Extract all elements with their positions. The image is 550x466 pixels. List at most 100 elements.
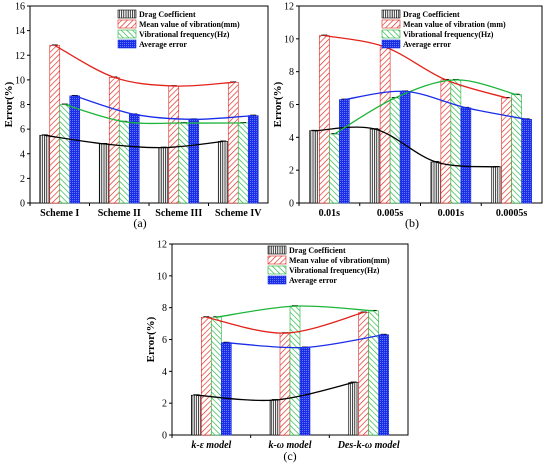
bar-mean-2 xyxy=(379,46,391,204)
legend-label-freq: Vibrational frequency(Hz) xyxy=(403,30,494,39)
bar-avg-1 xyxy=(69,95,81,204)
y-axis-label: Error(%) xyxy=(3,81,15,127)
trend-line-mean xyxy=(206,311,364,334)
y-tick-label: 10 xyxy=(15,75,25,86)
y-tick-label: 8 xyxy=(162,303,167,314)
trend-line-drag xyxy=(196,381,354,402)
bar-mean-2 xyxy=(279,332,291,436)
bar-avg-1 xyxy=(221,342,232,436)
bar-drag-3 xyxy=(348,382,359,436)
bar-mean-3 xyxy=(440,79,452,204)
bar-drag-3 xyxy=(430,161,442,204)
legend-swatch-mean xyxy=(117,19,137,29)
bar-freq-3 xyxy=(450,79,462,204)
bar-freq-2 xyxy=(118,121,130,204)
x-category-label: k-ε model xyxy=(191,440,231,451)
bar-avg-4 xyxy=(247,115,259,204)
legend-label-drag: Drag Coefficient xyxy=(403,10,460,19)
y-tick-label: 14 xyxy=(15,26,25,37)
bar-drag-1 xyxy=(39,134,51,204)
trend-line-drag xyxy=(314,126,497,168)
legend-swatch-avg xyxy=(381,39,401,49)
y-axis-label: Error(%) xyxy=(145,316,157,362)
trend-line-mean xyxy=(54,44,234,87)
trend-line-freq xyxy=(64,103,244,125)
bar-freq-2 xyxy=(289,305,301,436)
bar-avg-4 xyxy=(521,118,532,204)
y-tick-label: 12 xyxy=(157,240,167,251)
x-category-label: Scheme I xyxy=(40,208,79,219)
bar-freq-4 xyxy=(237,122,249,204)
bar-avg-3 xyxy=(378,334,389,436)
trend-line-avg xyxy=(344,90,527,120)
y-tick-label: 12 xyxy=(15,51,25,62)
bar-drag-2 xyxy=(98,143,110,204)
y-tick-label: 12 xyxy=(284,2,294,13)
legend-label-freq: Vibrational frequency(Hz) xyxy=(289,266,380,275)
y-tick-label: 10 xyxy=(157,271,167,282)
y-tick-label: 2 xyxy=(20,174,25,185)
legend-swatch-mean xyxy=(381,19,401,29)
bar-drag-3 xyxy=(158,147,170,204)
legend-swatch-drag xyxy=(267,245,287,255)
panels-container: 0 2 4 6 8 10 12 14 16 Error(%) Scheme I Scheme II Sc… xyxy=(3,2,543,463)
x-category-label: k-ω model xyxy=(268,440,311,451)
legend-swatch-freq xyxy=(267,265,287,275)
x-category-label: Des-k-ω model xyxy=(337,440,400,451)
y-tick-label: 6 xyxy=(20,125,25,136)
bar-mean-1 xyxy=(319,35,330,204)
legend-label-avg: Average error xyxy=(403,40,451,49)
trend-line-freq xyxy=(216,305,374,318)
trend-line-avg xyxy=(74,95,254,120)
y-tick-label: 2 xyxy=(162,399,167,410)
y-tick-label: 2 xyxy=(289,166,294,177)
legend-label-drag: Drag Coefficient xyxy=(139,10,196,19)
bar-freq-3 xyxy=(178,122,190,204)
y-tick-label: 16 xyxy=(15,2,25,13)
bar-freq-1 xyxy=(59,104,71,204)
bar-avg-3 xyxy=(460,107,472,204)
trend-line-avg xyxy=(226,334,384,349)
bar-drag-4 xyxy=(217,141,229,204)
trend-line-freq xyxy=(334,79,517,135)
y-tick-label: 4 xyxy=(162,367,167,378)
legend-label-freq: Vibrational frequency(Hz) xyxy=(139,30,230,39)
x-category-label: Scheme III xyxy=(155,208,202,219)
y-tick-label: 6 xyxy=(289,100,294,111)
bar-mean-3 xyxy=(168,85,180,204)
bar-drag-1 xyxy=(309,130,320,204)
y-axis-label: Error(%) xyxy=(272,81,284,127)
legend-label-mean: Mean value of vibration(mm) xyxy=(289,256,390,265)
bar-mean-4 xyxy=(501,97,512,204)
trend-line-drag xyxy=(44,134,224,149)
bar-mean-4 xyxy=(227,82,239,204)
chart-panel-c: 0 2 4 6 8 10 12 Error(%) k-ε model k-ω model Des-k… xyxy=(145,240,409,463)
legend-swatch-drag xyxy=(381,9,401,19)
y-tick-label: 0 xyxy=(20,199,25,210)
x-category-label: 0.01s xyxy=(319,208,341,219)
legend-swatch-avg xyxy=(117,39,137,49)
panel-label: (c) xyxy=(283,449,296,463)
legend-swatch-freq xyxy=(117,29,137,39)
legend-swatch-drag xyxy=(117,9,137,19)
bar-freq-2 xyxy=(389,97,401,204)
bar-avg-2 xyxy=(299,347,311,436)
y-tick-label: 4 xyxy=(289,133,294,144)
legend-label-mean: Mean value of vibration(mm) xyxy=(139,20,240,29)
y-tick-label: 4 xyxy=(20,149,25,160)
y-tick-label: 6 xyxy=(162,335,167,346)
bar-drag-4 xyxy=(491,166,502,204)
panel-label: (a) xyxy=(133,216,146,230)
bar-mean-1 xyxy=(49,45,61,204)
y-tick-label: 0 xyxy=(162,431,167,442)
bar-freq-1 xyxy=(329,133,340,204)
y-tick-label: 10 xyxy=(284,34,294,45)
bar-avg-1 xyxy=(339,99,350,204)
y-tick-label: 8 xyxy=(20,100,25,111)
y-tick-label: 8 xyxy=(289,67,294,78)
bar-mean-1 xyxy=(201,316,212,436)
